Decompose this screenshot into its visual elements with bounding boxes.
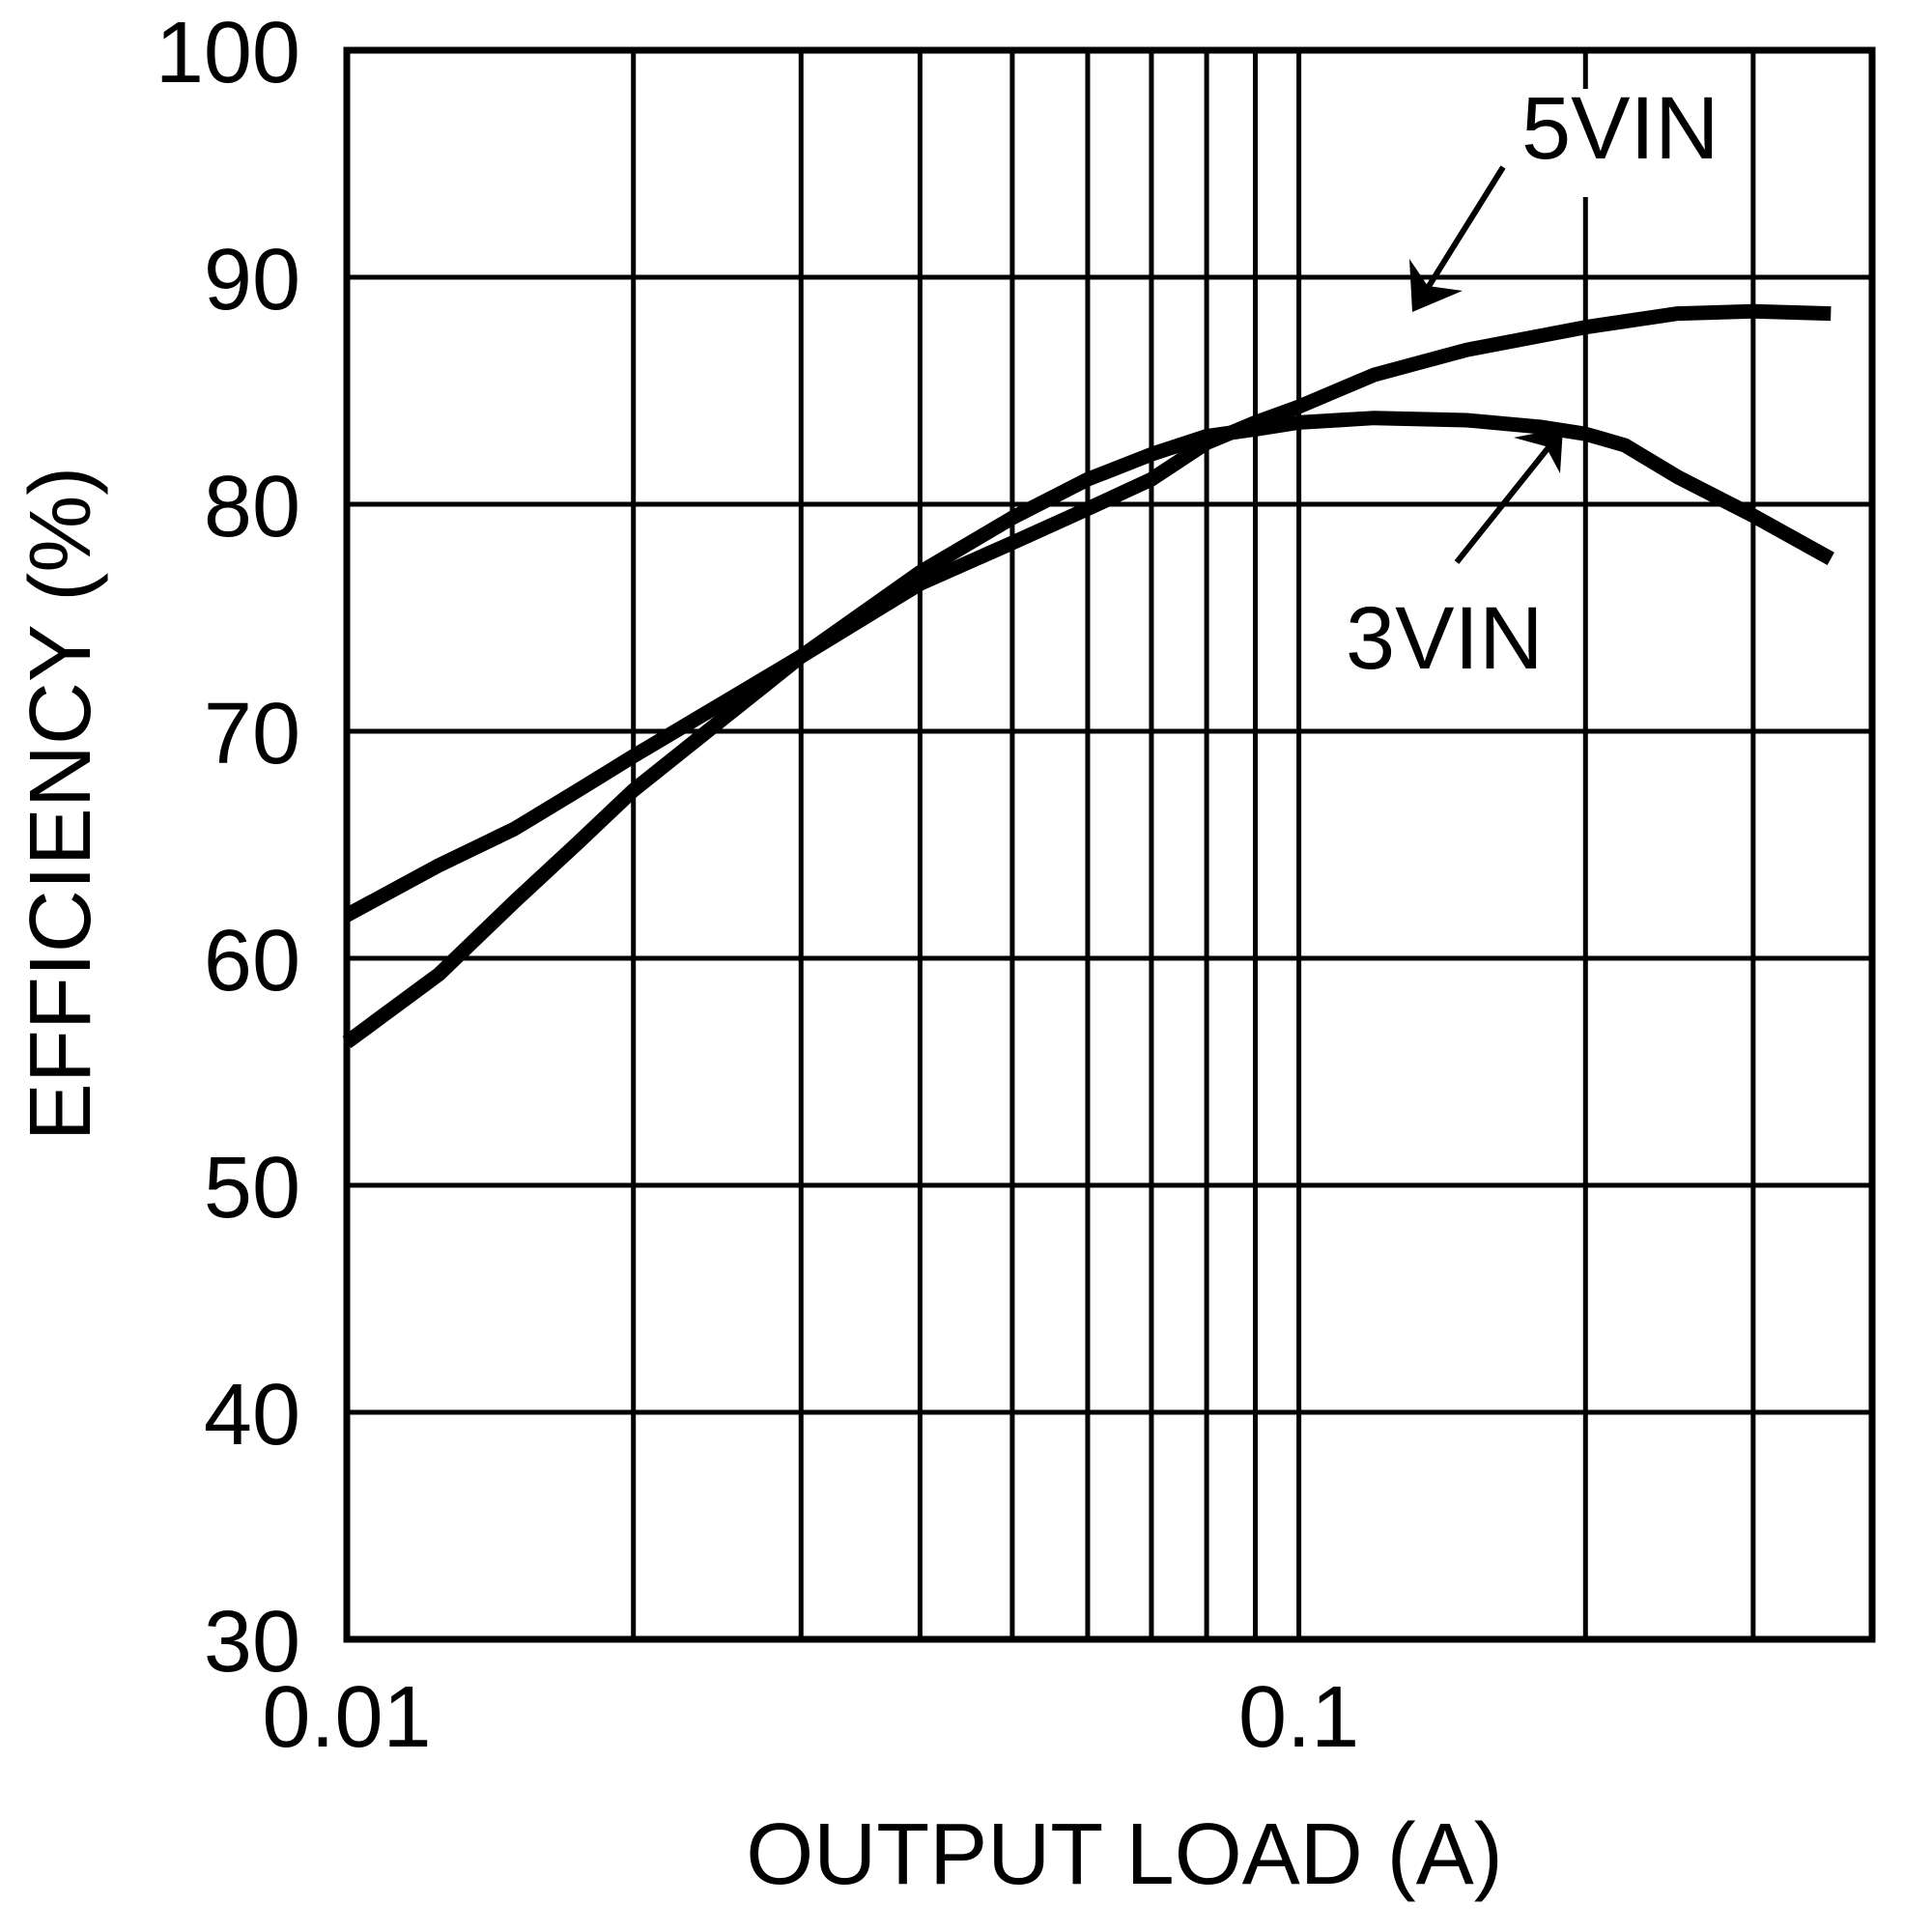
annotation-5vin-label: 5VIN	[1521, 79, 1719, 178]
x-tick-label: 0.01	[262, 1669, 431, 1766]
series-lines	[342, 303, 1834, 1049]
y-tick-label: 50	[204, 1140, 300, 1236]
y-tick-label: 60	[204, 913, 300, 1009]
series-line-5vin	[343, 303, 1832, 922]
annotation-3vin-label: 3VIN	[1346, 589, 1544, 688]
annotation-3vin-arrow-shaft	[1454, 444, 1552, 564]
x-tick-label: 0.1	[1238, 1669, 1359, 1766]
annotation-5vin: 5VIN	[1409, 79, 1719, 312]
x-tick-labels: 0.01 0.1	[262, 1669, 1359, 1766]
annotation-3vin-arrowhead-icon	[1514, 428, 1563, 473]
label-knockout	[1515, 89, 1713, 197]
y-tick-label: 100	[156, 5, 300, 101]
annotation-3vin: 3VIN	[1346, 428, 1563, 688]
y-tick-label: 70	[204, 686, 300, 782]
y-tick-label: 90	[204, 232, 300, 328]
plot-frame	[343, 46, 1876, 1643]
series-line-3vin	[342, 411, 1834, 1049]
annotation-5vin-arrow-shaft	[1425, 165, 1506, 290]
y-axis-title: EFFICIENCY (%)	[13, 467, 109, 1141]
y-tick-label: 30	[204, 1594, 300, 1690]
y-tick-label: 40	[204, 1367, 300, 1463]
x-axis-title: OUTPUT LOAD (A)	[746, 1806, 1502, 1903]
y-tick-label: 80	[204, 459, 300, 555]
grid-lines	[347, 50, 1872, 1639]
y-tick-labels: 30 40 50 60 70 80 90 100	[156, 5, 300, 1690]
annotation-5vin-arrowhead-icon	[1409, 259, 1463, 312]
